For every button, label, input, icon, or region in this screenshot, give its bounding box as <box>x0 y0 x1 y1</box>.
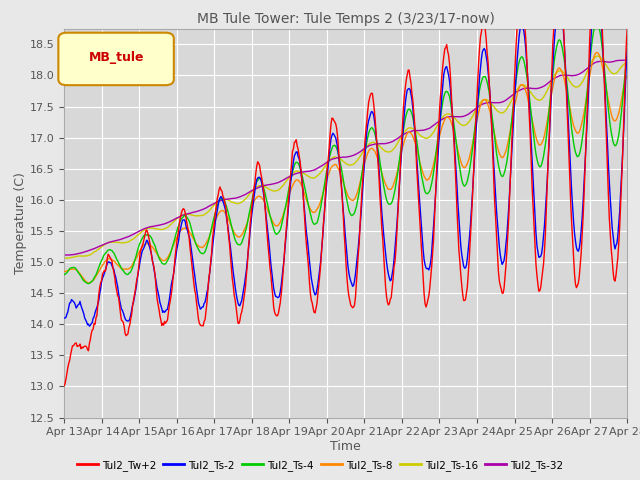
Title: MB Tule Tower: Tule Temps 2 (3/23/17-now): MB Tule Tower: Tule Temps 2 (3/23/17-now… <box>196 12 495 26</box>
FancyBboxPatch shape <box>58 33 174 85</box>
Y-axis label: Temperature (C): Temperature (C) <box>13 172 27 274</box>
Legend: Tul2_Tw+2, Tul2_Ts-2, Tul2_Ts-4, Tul2_Ts-8, Tul2_Ts-16, Tul2_Ts-32: Tul2_Tw+2, Tul2_Ts-2, Tul2_Ts-4, Tul2_Ts… <box>72 456 568 475</box>
Text: MB_tule: MB_tule <box>88 51 144 64</box>
X-axis label: Time: Time <box>330 440 361 453</box>
